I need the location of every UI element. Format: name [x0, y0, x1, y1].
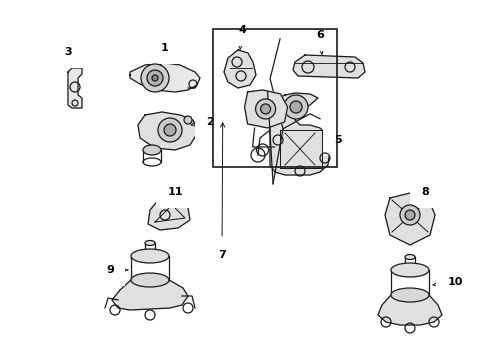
- Ellipse shape: [131, 249, 169, 263]
- Polygon shape: [244, 90, 287, 128]
- Polygon shape: [68, 68, 82, 108]
- Text: 5: 5: [322, 135, 341, 148]
- Polygon shape: [112, 280, 187, 310]
- Polygon shape: [138, 112, 198, 150]
- Text: 7: 7: [218, 123, 225, 260]
- Circle shape: [163, 124, 176, 136]
- Ellipse shape: [390, 288, 428, 302]
- Bar: [212, 29, 337, 167]
- Circle shape: [147, 70, 163, 86]
- Polygon shape: [148, 198, 190, 230]
- Text: 9: 9: [106, 265, 127, 275]
- Text: 8: 8: [417, 187, 428, 197]
- Circle shape: [158, 118, 182, 142]
- Polygon shape: [269, 93, 329, 175]
- Text: 10: 10: [432, 277, 462, 287]
- Circle shape: [183, 116, 192, 124]
- Ellipse shape: [390, 263, 428, 277]
- Polygon shape: [384, 193, 434, 245]
- Text: 1: 1: [158, 43, 168, 67]
- Circle shape: [152, 75, 158, 81]
- Ellipse shape: [404, 255, 414, 260]
- Ellipse shape: [145, 240, 155, 246]
- Polygon shape: [224, 50, 256, 88]
- Circle shape: [255, 99, 275, 119]
- Text: 2: 2: [191, 117, 213, 127]
- Ellipse shape: [131, 273, 169, 287]
- Circle shape: [141, 64, 169, 92]
- Text: 3: 3: [64, 47, 74, 64]
- Polygon shape: [377, 295, 441, 325]
- Text: 4: 4: [238, 25, 245, 49]
- Text: 6: 6: [315, 30, 323, 54]
- Polygon shape: [292, 55, 364, 78]
- Circle shape: [399, 205, 419, 225]
- Ellipse shape: [142, 145, 161, 155]
- Polygon shape: [130, 63, 200, 92]
- Text: 11: 11: [167, 187, 183, 197]
- Circle shape: [289, 101, 302, 113]
- Circle shape: [404, 210, 414, 220]
- Circle shape: [260, 104, 270, 114]
- Circle shape: [284, 95, 307, 119]
